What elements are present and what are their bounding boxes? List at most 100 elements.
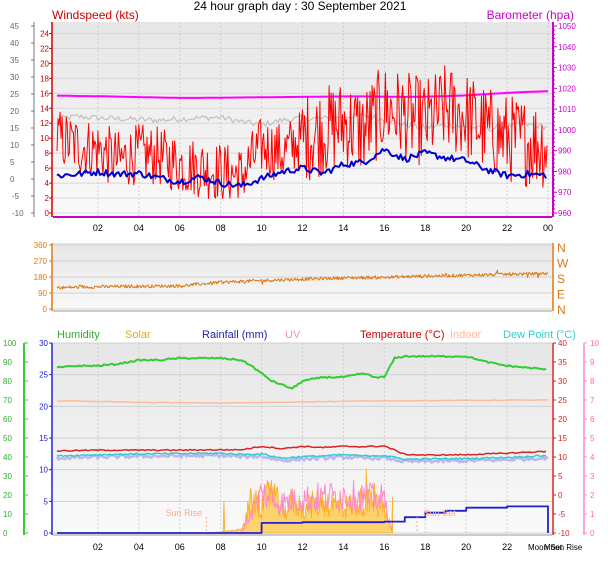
uv-tick-label: 3 <box>590 472 595 481</box>
temperature-tick-label: 40 <box>558 339 567 348</box>
windspeed-tick-label: 24 <box>40 29 49 38</box>
hour-tick-label: 16 <box>379 223 389 233</box>
panel3-series <box>55 354 549 534</box>
temperature-tick-label: 20 <box>558 415 567 424</box>
legend-item: Dew Point (°C) <box>503 329 576 341</box>
humidity-tick-label: 20 <box>3 491 12 500</box>
barometer-tick-label: 1030 <box>558 64 576 73</box>
humidity-tick-label: 50 <box>3 434 12 443</box>
uv-tick-label: 10 <box>590 339 599 348</box>
humidity-tick-label: 90 <box>3 358 12 367</box>
wind-direction-line <box>56 269 549 290</box>
panel3-axes: 1009080706050403020100302520151050403530… <box>3 339 599 552</box>
outer-tick-label: 35 <box>10 56 19 65</box>
windspeed-line <box>56 65 548 199</box>
uv-tick-label: 7 <box>590 396 595 405</box>
wind-barometer-panel: 454035302520151050-5-1024222018161412108… <box>10 8 576 233</box>
temperature-tick-label: 35 <box>558 358 567 367</box>
hour-tick-label: 04 <box>134 542 144 552</box>
indoor-line <box>57 399 548 404</box>
hour-tick-label: 18 <box>420 223 430 233</box>
temperature-tick-label: 25 <box>558 396 567 405</box>
hour-tick-label: 08 <box>216 542 226 552</box>
humidity-tick-label: 70 <box>3 396 12 405</box>
direction-tick-label: 360 <box>34 241 48 250</box>
outer-tick-label: 45 <box>10 22 19 31</box>
rainfall-tick-label: 0 <box>44 529 49 538</box>
uv-tick-label: 9 <box>590 358 595 367</box>
humidity-tick-label: 40 <box>3 453 12 462</box>
barometer-axis-label: Barometer (hpa) <box>487 8 574 22</box>
humidity-tick-label: 60 <box>3 415 12 424</box>
outer-tick-label: 15 <box>10 124 19 133</box>
temperature-tick-label: 5 <box>558 472 563 481</box>
chart-title: 24 hour graph day : 30 September 2021 <box>194 0 407 13</box>
average-windspeed-line <box>56 148 547 188</box>
direction-tick-label: 90 <box>38 289 47 298</box>
hour-tick-label: 20 <box>461 542 471 552</box>
compass-label: E <box>557 288 565 302</box>
legend-item: UV <box>285 329 301 341</box>
panel1-series <box>56 65 549 199</box>
compass-label: S <box>557 272 565 286</box>
barometer-line <box>56 90 549 99</box>
sunrise-label: Sun Rise <box>166 508 203 518</box>
windspeed-tick-label: 20 <box>40 59 49 68</box>
hour-tick-label: 22 <box>502 223 512 233</box>
hour-tick-label: 14 <box>338 223 348 233</box>
hour-tick-label: 12 <box>297 223 307 233</box>
windspeed-tick-label: 6 <box>45 164 50 173</box>
hour-tick-label: 06 <box>175 542 185 552</box>
humidity-line <box>56 354 547 390</box>
compass-label: N <box>557 241 566 255</box>
uv-tick-label: 2 <box>590 491 595 500</box>
outer-tick-label: 5 <box>10 158 15 167</box>
panel2-grid <box>53 244 552 310</box>
direction-tick-label: 0 <box>43 305 48 314</box>
windspeed-tick-label: 10 <box>40 134 49 143</box>
hour-tick-label: 10 <box>257 542 267 552</box>
legend-item: Solar <box>125 329 151 341</box>
windspeed-tick-label: 2 <box>45 194 50 203</box>
rainfall-line <box>57 505 549 534</box>
humidity-tick-label: 80 <box>3 377 12 386</box>
barometer-tick-label: 1050 <box>558 22 576 31</box>
hour-tick-label: 16 <box>379 542 389 552</box>
windspeed-tick-label: 8 <box>45 149 50 158</box>
uv-line <box>240 479 392 534</box>
windspeed-axis-label: Windspeed (kts) <box>52 8 139 22</box>
legend-item: Indoor <box>450 329 482 341</box>
uv-tick-label: 8 <box>590 377 595 386</box>
outer-tick-label: 25 <box>10 90 19 99</box>
temperature-tick-label: 15 <box>558 434 567 443</box>
temperature-tick-label: 10 <box>558 453 567 462</box>
panel1-axes: 454035302520151050-5-1024222018161412108… <box>10 22 576 233</box>
direction-tick-label: 180 <box>34 273 48 282</box>
uv-tick-label: 0 <box>590 529 595 538</box>
uv-tick-label: 5 <box>590 434 595 443</box>
barometer-tick-label: 980 <box>558 167 572 176</box>
temperature-tick-label: -10 <box>558 529 570 538</box>
outer-tick-label: 40 <box>10 39 19 48</box>
barometer-tick-label: 1000 <box>558 126 576 135</box>
dewpoint-line <box>56 451 547 461</box>
outer-tick-label: -10 <box>12 209 24 218</box>
rainfall-tick-label: 20 <box>39 402 48 411</box>
barometer-tick-label: 1010 <box>558 105 576 114</box>
hour-tick-label: 02 <box>93 223 103 233</box>
hour-tick-label: 18 <box>420 542 430 552</box>
temperature-tick-label: 30 <box>558 377 567 386</box>
windspeed-tick-label: 4 <box>45 179 50 188</box>
panel2-series <box>56 269 549 290</box>
rainfall-tick-label: 15 <box>39 434 48 443</box>
hour-tick-label: 08 <box>216 223 226 233</box>
barometer-tick-label: 990 <box>558 147 572 156</box>
humidity-tick-label: 0 <box>3 529 8 538</box>
panel3-legend: Humidity Solar Rainfall (mm) UV Temperature … <box>57 329 576 341</box>
humidity-tick-label: 10 <box>3 510 12 519</box>
temperature-tick-label: 0 <box>558 491 563 500</box>
legend-item: Humidity <box>57 329 100 341</box>
